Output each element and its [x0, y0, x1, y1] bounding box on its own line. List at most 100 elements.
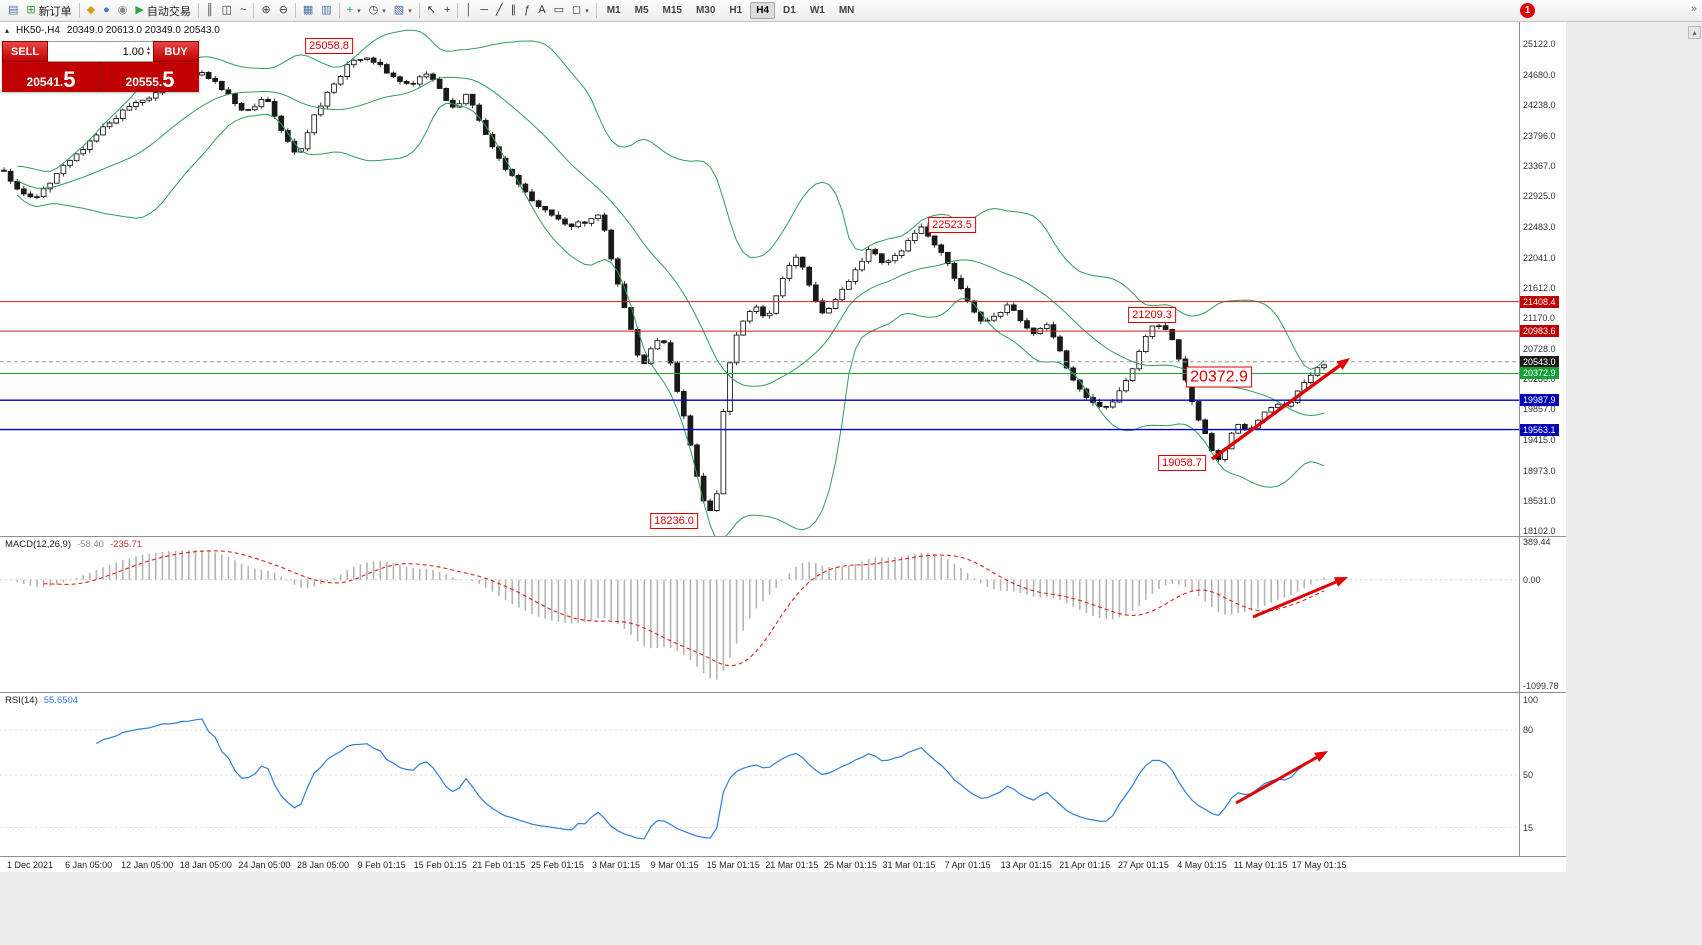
toolbar-separator: [457, 3, 459, 18]
auto-arrange-icon[interactable]: ▥: [317, 2, 335, 20]
time-axis-label[interactable]: 21 Mar 01:15: [765, 860, 819, 870]
rsi-label: RSI(14) 55.6504: [5, 695, 79, 706]
volume-input[interactable]: 1.00 ▴ ▾: [48, 41, 153, 62]
templates-button[interactable]: ▧ ▾: [390, 2, 416, 20]
price-tag: 21408.4: [1520, 295, 1559, 308]
crosshair-icon[interactable]: +: [440, 2, 454, 20]
timeframe-m15-button[interactable]: M15: [662, 5, 682, 16]
time-axis-label[interactable]: 17 May 01:15: [1291, 860, 1347, 870]
timeframe-m5-button[interactable]: M5: [634, 5, 649, 16]
community-icon[interactable]: ◉: [114, 2, 132, 20]
rsi-pane[interactable]: 100 80 50 15 RSI(14) 55.6504: [0, 692, 1566, 856]
timeframe-d1-button[interactable]: D1: [783, 5, 796, 16]
price-axis[interactable]: 25122.0 24680.0 24238.0 23796.0 23367.0 22925…: [1519, 22, 1566, 536]
trendline-icon: ╱: [496, 4, 503, 16]
shapes-button[interactable]: ◻ ▾: [568, 2, 593, 20]
rsi-chart-canvas[interactable]: [0, 693, 1519, 856]
rsi-axis-label: 50: [1523, 770, 1534, 780]
spinner-up-icon[interactable]: ▴: [146, 45, 150, 52]
timeframe-h1-button[interactable]: H1: [729, 5, 743, 16]
time-axis-label[interactable]: 18 Jan 05:00: [179, 860, 232, 870]
main-chart-pane[interactable]: 25122.0 24680.0 24238.0 23796.0 23367.0 22925…: [0, 22, 1566, 536]
time-axis-label[interactable]: 21 Feb 01:15: [472, 860, 526, 870]
time-axis-label[interactable]: 9 Mar 01:15: [650, 860, 699, 870]
timeframe-m30-button[interactable]: M30: [695, 5, 716, 16]
equidistant-channel-icon: ∥: [510, 4, 517, 16]
timeframe-mn-button[interactable]: MN: [838, 5, 855, 16]
time-axis-label[interactable]: 31 Mar 01:15: [882, 860, 936, 870]
candlestick-chart-icon[interactable]: ◫: [218, 2, 236, 20]
horizontal-line-icon[interactable]: ─: [476, 2, 492, 20]
time-axis-label[interactable]: 28 Jan 05:00: [296, 860, 350, 870]
time-axis[interactable]: 1 Dec 2021 6 Jan 05:00 12 Jan 05:00 18 Jan …: [0, 856, 1566, 872]
time-axis-label[interactable]: 13 Apr 01:15: [1000, 860, 1052, 870]
oneclick-collapse-icon[interactable]: ▴: [5, 26, 10, 35]
price-axis-label: 22483.0: [1523, 222, 1556, 233]
profiles-icon[interactable]: ●: [99, 2, 114, 20]
zoom-in-icon[interactable]: ⊕: [257, 2, 274, 20]
time-axis-label[interactable]: 21 Apr 01:15: [1059, 860, 1111, 870]
tile-windows-icon[interactable]: ▦: [299, 2, 317, 20]
time-axis-label[interactable]: 7 Apr 01:15: [944, 860, 991, 870]
vertical-line-icon[interactable]: │: [461, 2, 476, 20]
bar-chart-icon[interactable]: ║: [202, 2, 218, 20]
time-axis-label[interactable]: 12 Jan 05:00: [121, 860, 174, 870]
vertical-line-icon: │: [465, 4, 473, 16]
volume-value: 1.00: [122, 45, 144, 58]
price-annotation: 22523.5: [928, 217, 976, 233]
time-axis-label[interactable]: 6 Jan 05:00: [65, 860, 113, 870]
toolbar-overflow-icon[interactable]: »: [1690, 3, 1697, 15]
zoom-out-icon[interactable]: ⊖: [275, 2, 292, 20]
chevron-down-icon: ▾: [382, 7, 386, 15]
time-axis-label[interactable]: 1 Dec 2021: [6, 860, 54, 870]
favorites-icon[interactable]: ◆: [83, 2, 99, 20]
timeframe-w1-button[interactable]: W1: [809, 5, 825, 16]
trendline-icon[interactable]: ╱: [492, 2, 507, 20]
spinner-down-icon[interactable]: ▾: [146, 50, 150, 57]
price-axis-label: 21170.0: [1523, 313, 1555, 324]
line-chart-icon[interactable]: ~: [236, 2, 250, 20]
time-axis-label[interactable]: 24 Jan 05:00: [238, 860, 291, 870]
text-icon[interactable]: A: [534, 2, 549, 20]
price-axis-label: 22925.0: [1523, 191, 1556, 202]
time-axis-label[interactable]: 27 Apr 01:15: [1117, 860, 1169, 870]
price-axis-label: 23796.0: [1523, 130, 1556, 141]
label-icon: ▭: [553, 4, 565, 16]
time-axis-label[interactable]: 4 May 01:15: [1177, 860, 1227, 870]
time-axis-label[interactable]: 11 May 01:15: [1233, 860, 1288, 870]
fibonacci-icon[interactable]: ƒ: [520, 2, 534, 20]
time-axis-label[interactable]: 25 Mar 01:15: [823, 860, 877, 870]
autotrading-button[interactable]: ▶ 自动交易: [131, 2, 194, 20]
buy-button[interactable]: BUY: [153, 41, 199, 62]
notifications-badge[interactable]: 1: [1520, 3, 1535, 18]
price-axis-label: 24238.0: [1523, 100, 1556, 111]
macd-pane[interactable]: 389.44 0.00 -1099.78 MACD(12,26,9) -58.40 …: [0, 536, 1566, 692]
time-axis-label[interactable]: 9 Feb 01:15: [357, 860, 406, 870]
indicators-button[interactable]: + ▾: [343, 2, 365, 20]
time-axis-label[interactable]: 25 Feb 01:15: [530, 860, 584, 870]
label-icon[interactable]: ▭: [550, 2, 568, 20]
time-axis-label[interactable]: 15 Mar 01:15: [706, 860, 760, 870]
cursor-icon[interactable]: ↖: [423, 2, 440, 20]
sell-button[interactable]: SELL: [2, 41, 48, 62]
equidistant-channel-icon[interactable]: ∥: [507, 2, 521, 20]
price-tag: 19563.1: [1520, 423, 1559, 436]
price-axis-label: 24680.0: [1523, 69, 1556, 80]
timeframe-m1-button[interactable]: M1: [606, 5, 621, 16]
new-chart-icon[interactable]: ▤: [4, 2, 22, 20]
periods-button[interactable]: ◷ ▾: [365, 2, 390, 20]
macd-chart-canvas[interactable]: [0, 537, 1519, 692]
indicators-icon: +: [346, 4, 354, 16]
new-order-button[interactable]: ⊞ 新订单: [22, 2, 75, 20]
price-tag: 19987.9: [1520, 394, 1559, 407]
candlestick-chart-canvas[interactable]: [0, 22, 1519, 536]
time-axis-label[interactable]: 15 Feb 01:15: [413, 860, 467, 870]
time-axis-label[interactable]: 3 Mar 01:15: [591, 860, 641, 870]
toolbar-separator: [595, 3, 597, 18]
timeframe-h4-button[interactable]: H4: [750, 2, 776, 19]
one-click-trade-panel: SELL 1.00 ▴ ▾ BUY 20541. 5 20555. 5: [2, 41, 199, 92]
volume-spinner[interactable]: ▴ ▾: [146, 45, 150, 57]
line-chart-icon: ~: [240, 4, 247, 16]
scroll-up-icon[interactable]: ▴: [1688, 26, 1701, 39]
